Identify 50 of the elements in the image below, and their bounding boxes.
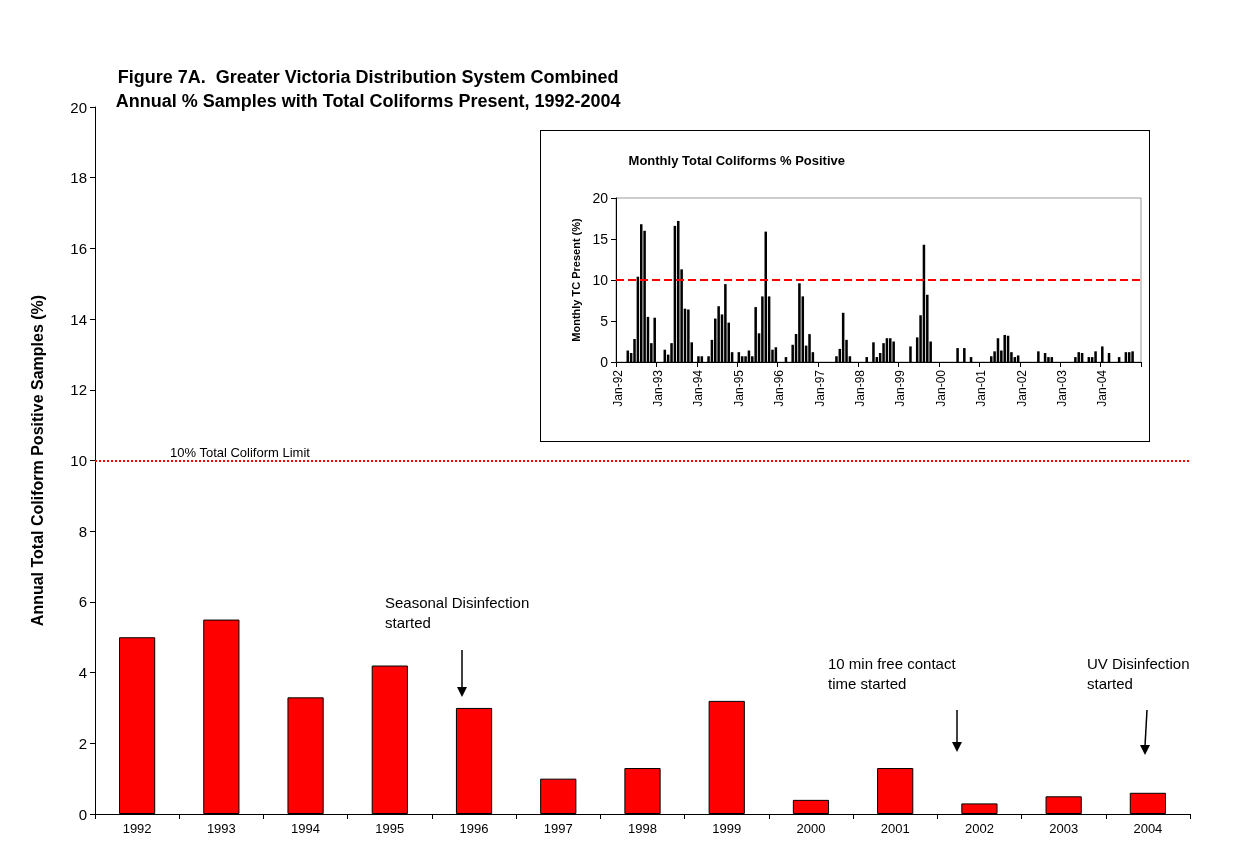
- x-tick-label: 2003: [1049, 821, 1079, 836]
- y-tick-label: 8: [78, 522, 87, 540]
- x-tick-label: 1992: [122, 821, 152, 836]
- x-tick-label: 2000: [796, 821, 826, 836]
- x-tick-label: Jan-97: [812, 369, 827, 407]
- chart-title: Monthly Total Coliforms % Positive: [628, 153, 846, 169]
- x-tick-label: Jan-98: [852, 369, 867, 407]
- x-tick-label: 1997: [543, 821, 573, 836]
- y-tick-label: 0: [600, 354, 609, 370]
- x-tick-label: Jan-02: [1014, 369, 1029, 407]
- x-tick-label: Jan-92: [610, 369, 625, 407]
- y-tick-label: 10: [70, 452, 87, 469]
- y-tick-label: 0: [78, 805, 87, 823]
- x-tick-label: 1999: [712, 821, 742, 836]
- y-tick-label: 12: [70, 381, 87, 399]
- x-tick-label: 1994: [291, 821, 321, 836]
- y-tick-label: 14: [70, 310, 87, 328]
- y-tick-label: 15: [592, 231, 609, 247]
- chart-title: Figure 7A. Greater Victoria Distribution System Combined Annual % Samples with Total Coliforms Present, 1992-2004: [115, 67, 621, 112]
- y-tick-label: 5: [600, 313, 609, 329]
- x-tick-label: 1995: [375, 821, 405, 836]
- annotation: UV Disinfection started: [1087, 654, 1190, 692]
- y-tick-label: 20: [592, 190, 609, 206]
- y-tick-label: 10: [592, 272, 609, 288]
- x-tick-label: 1993: [206, 821, 236, 836]
- x-tick-label: Jan-95: [731, 369, 746, 407]
- x-tick-label: Jan-94: [691, 369, 706, 407]
- x-tick-label: Jan-99: [893, 369, 908, 407]
- annotation: 10 min free contact time started: [828, 654, 957, 692]
- y-tick-label: 18: [70, 169, 87, 187]
- x-tick-label: 1996: [459, 821, 489, 836]
- x-tick-label: Jan-03: [1054, 369, 1069, 407]
- y-axis-title: Annual Total Coliform Positive Samples (%): [28, 294, 46, 627]
- x-tick-label: 1998: [628, 821, 657, 836]
- x-tick-label: Jan-96: [772, 369, 787, 407]
- y-tick-label: 16: [70, 239, 87, 257]
- y-tick-label: 4: [78, 664, 87, 682]
- y-axis-title: Monthly TC Present (%): [570, 217, 583, 342]
- y-tick-label: 6: [78, 593, 87, 611]
- x-tick-label: Jan-04: [1095, 369, 1110, 407]
- x-tick-label: 2004: [1133, 821, 1163, 836]
- ref-line-label: 10% Total Coliform Limit: [170, 444, 311, 460]
- y-tick-label: 2: [78, 734, 87, 752]
- y-tick-label: 20: [70, 98, 87, 116]
- x-tick-label: 2001: [880, 821, 910, 836]
- x-tick-label: Jan-01: [974, 369, 989, 407]
- x-tick-label: Jan-93: [651, 369, 666, 407]
- x-tick-label: 2002: [964, 821, 994, 836]
- x-tick-label: Jan-00: [933, 369, 948, 407]
- annotation: Seasonal Disinfection started: [385, 593, 530, 631]
